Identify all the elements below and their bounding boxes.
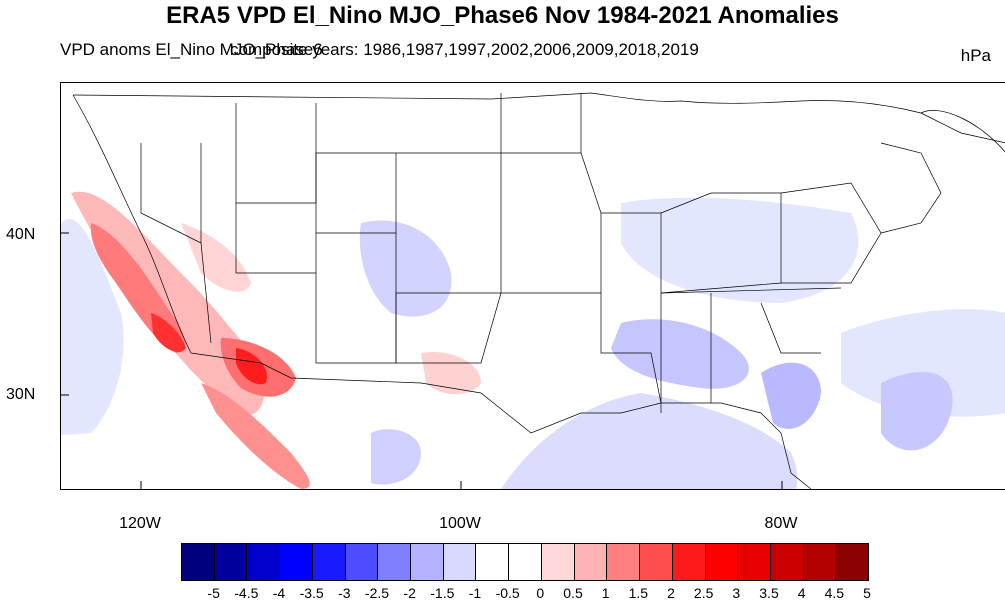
lat-label-30n: 30N [6,386,36,403]
colorbar-swatch [672,544,706,580]
colorbar-tick-label: -3 [338,585,351,601]
colorbar-swatch [738,544,771,580]
blue-region-plains [359,220,452,317]
colorbar-tick-label: -3.5 [299,585,324,601]
lon-label-120w: 120W [119,515,161,532]
colorbar-tick-label: 3 [732,585,741,601]
colorbar-tick-label: 3.5 [759,585,779,601]
colorbar-swatch [345,544,379,580]
colorbar-swatch [574,544,608,580]
state-borders [72,92,1005,489]
colorbar-swatch [705,544,739,580]
colorbar-tick-label: -1.5 [430,585,455,601]
colorbar-tick-label: 4.5 [824,585,845,601]
anomaly-map [61,92,1005,489]
lon-label-80w: 80W [764,515,798,532]
red-region-nevada [181,223,251,292]
colorbar-swatch [770,544,804,580]
red-region-texas [421,352,481,395]
colorbar-swatch [411,544,444,580]
colorbar-tick-label: 4 [797,585,806,601]
colorbar-tick-label: -4 [272,585,286,601]
blue-region-atlantic-ocean [881,371,953,451]
colorbar-swatch [182,544,215,580]
map-title: ERA5 VPD El_Nino MJO_Phase6 Nov 1984-202… [166,2,839,29]
colorbar-swatch [378,544,412,580]
colorbar-tick-label: 0.5 [563,585,583,601]
units-label: hPa [960,46,991,65]
blue-region-gulf [501,393,798,489]
colorbar-swatch [607,544,641,580]
frame-ticks [61,232,783,489]
map-panel [60,82,1005,490]
colorbar-swatch [443,544,477,580]
colorbar-swatch [541,544,575,580]
colorbar-tick-label: -2.5 [364,585,390,601]
colorbar-swatch [476,544,510,580]
colorbar-swatch [836,544,869,580]
colorbar-tick-label: -1 [468,585,482,601]
colorbar-swatch [214,544,248,580]
blue-region-pacific [61,219,124,435]
map-subtitle-overlay: composite years: 1986,1987,1997,2002,200… [230,40,699,59]
colorbar [181,543,869,581]
colorbar-tick-label: 1 [601,585,610,601]
blue-region-ohio [621,197,859,303]
colorbar-tick-label: 5 [863,585,871,601]
colorbar-tick-label: 0 [536,585,545,601]
colorbar-tick-label: 1.5 [628,585,649,601]
colorbar-swatch [509,544,542,580]
colorbar-tick-label: -5 [207,585,220,601]
red-region-socal [151,313,186,353]
blue-region-texas [371,429,421,485]
colorbar-tick-label: -2 [403,585,416,601]
blue-region-southeast [611,319,749,389]
red-region-baja [201,383,310,489]
colorbar-swatch [247,544,281,580]
colorbar-swatch [312,544,346,580]
lat-label-40n: 40N [6,226,36,243]
colorbar-tick-label: 2 [667,585,675,601]
colorbar-swatch [640,544,673,580]
colorbar-tick-label: 2.5 [693,585,714,601]
colorbar-tick-label: -4.5 [234,585,259,601]
colorbar-swatch [280,544,313,580]
colorbar-swatch [803,544,837,580]
blue-region-florida [761,362,821,429]
colorbar-tick-label: -0.5 [495,585,520,601]
map-subtitle: VPD anoms El_Nino MJO_Phase6 [60,40,323,59]
lon-label-100w: 100W [439,515,481,532]
red-region-arizona-core [236,348,267,385]
